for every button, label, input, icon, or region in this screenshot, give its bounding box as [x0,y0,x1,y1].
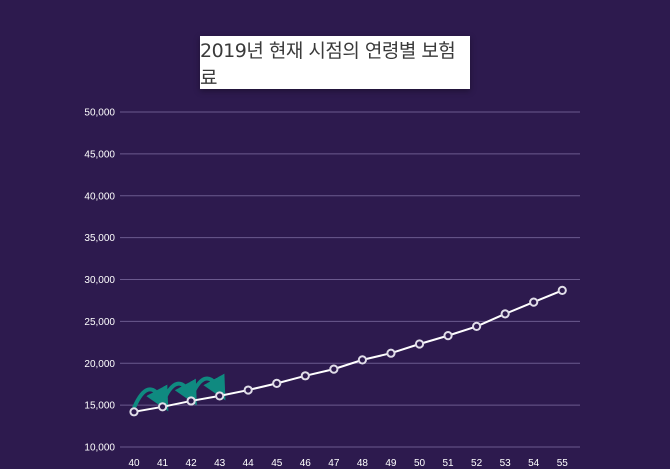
data-point [472,321,482,331]
data-point [357,355,367,365]
data-point [215,391,225,401]
x-tick-label: 44 [243,458,255,469]
x-tick-label: 51 [442,458,454,469]
hop-arrow [132,384,169,412]
data-point [243,385,253,395]
y-tick-label: 20,000 [84,359,115,370]
data-point [272,378,282,388]
x-tick-label: 49 [385,458,397,469]
x-tick-label: 50 [414,458,426,469]
x-tick-label: 53 [500,458,512,469]
x-tick-label: 52 [471,458,483,469]
y-tick-label: 40,000 [84,191,115,202]
data-point [529,297,539,307]
chart-title: 2019년 현재 시점의 연령별 보험료 [200,39,456,89]
x-tick-label: 45 [271,458,283,469]
y-tick-label: 15,000 [84,401,115,412]
hop-arrow [189,373,226,401]
x-tick-label: 47 [328,458,340,469]
x-tick-label: 40 [128,458,140,469]
series-line [133,289,563,413]
x-tick-label: 41 [157,458,169,469]
y-tick-label: 10,000 [84,443,115,454]
data-point [186,396,196,406]
chart-title-box: 2019년 현재 시점의 연령별 보험료 [200,36,470,89]
data-point [500,309,510,319]
y-tick-label: 25,000 [84,317,115,328]
data-point [129,407,139,417]
x-tick-label: 55 [557,458,569,469]
hop-arrow [160,378,197,406]
x-tick-label: 46 [300,458,312,469]
data-point [386,348,396,358]
x-tick-label: 54 [528,458,540,469]
data-point [557,285,567,295]
y-tick-label: 50,000 [84,108,115,119]
y-tick-label: 30,000 [84,275,115,286]
y-tick-label: 45,000 [84,149,115,160]
x-tick-label: 42 [186,458,198,469]
x-tick-label: 48 [357,458,369,469]
data-point [443,331,453,341]
data-point [300,371,310,381]
data-point [157,402,168,412]
data-point [414,339,425,349]
y-tick-label: 35,000 [84,233,115,244]
x-tick-label: 43 [214,458,226,469]
data-point [329,364,339,374]
